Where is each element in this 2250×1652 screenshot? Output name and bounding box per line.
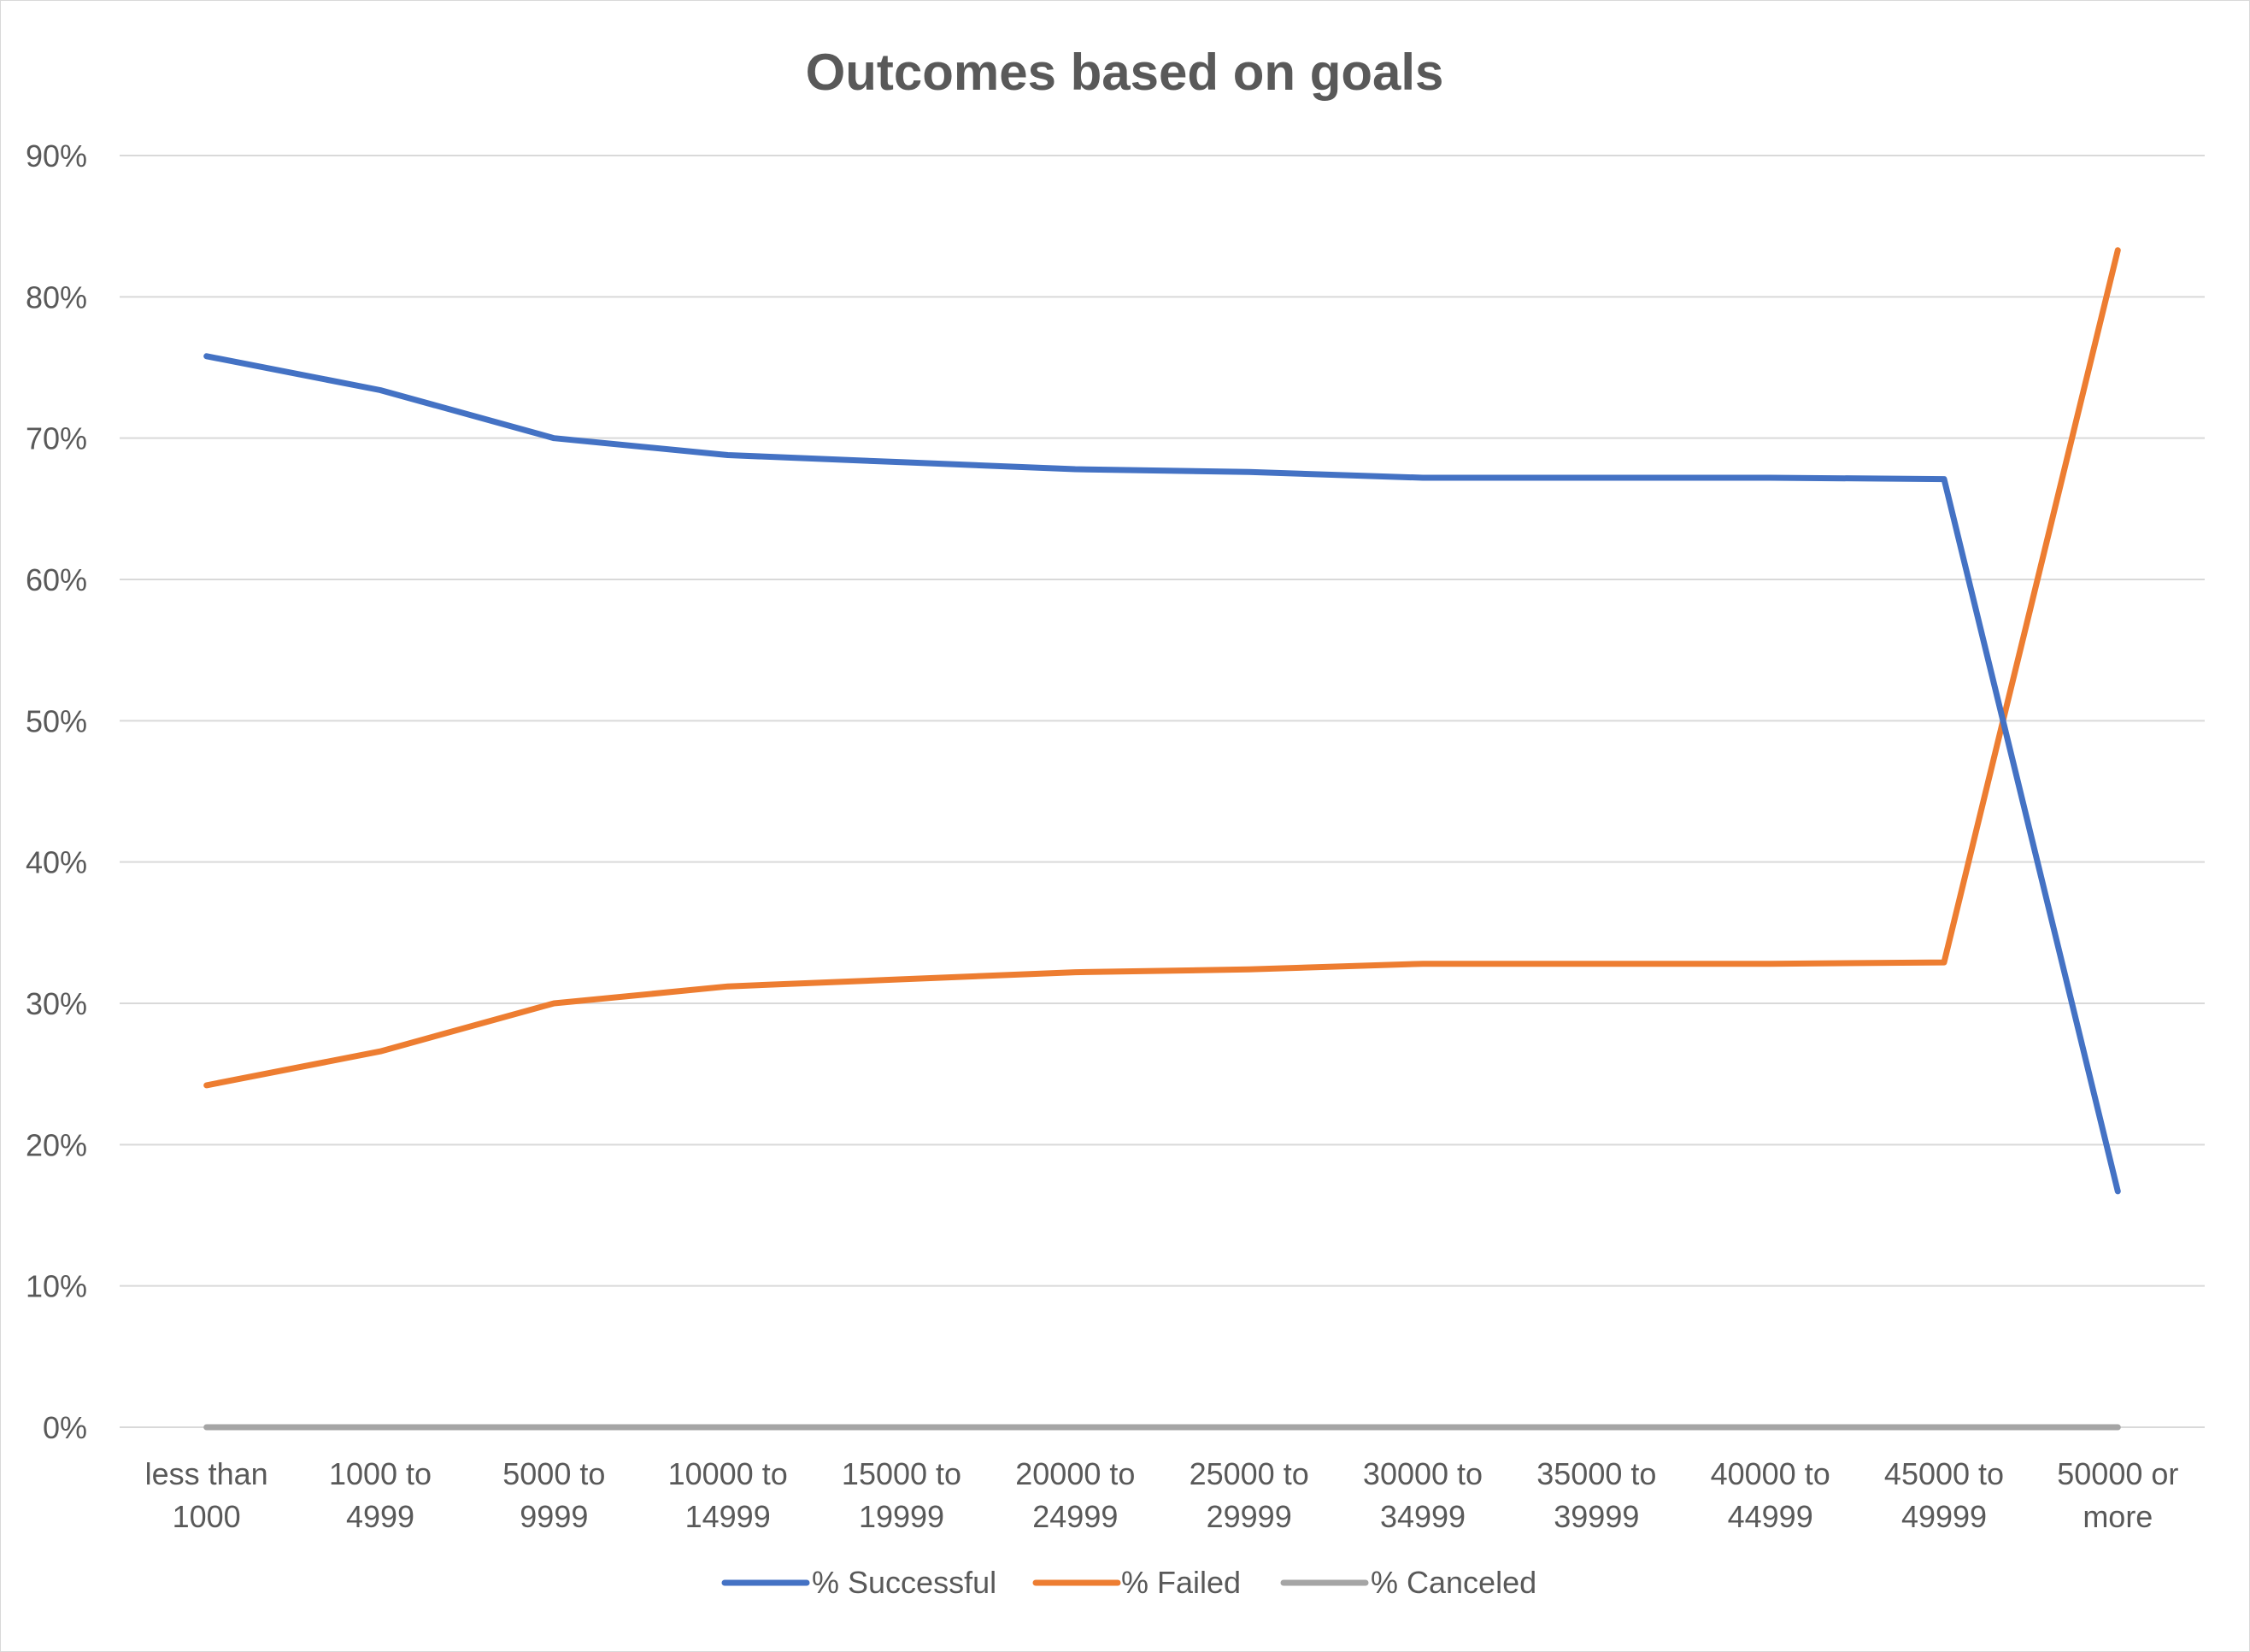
- x-tick-label: 35000 to 39999: [1536, 1456, 1656, 1534]
- y-tick-label: 10%: [26, 1269, 87, 1304]
- x-tick-label: 40000 to 44999: [1711, 1456, 1830, 1534]
- gridlines: [120, 155, 2205, 1428]
- chart-title: Outcomes based on goals: [806, 44, 1444, 101]
- x-tick-label: 10000 to 14999: [668, 1456, 788, 1534]
- x-tick-label: 25000 to 29999: [1190, 1456, 1309, 1534]
- x-tick-label: 50000 or more: [2057, 1456, 2178, 1534]
- x-tick-label: 5000 to 9999: [502, 1456, 605, 1534]
- series-line-successful: [203, 353, 2121, 1195]
- series-line-failed: [203, 247, 2121, 1089]
- series-lines: [203, 247, 2121, 1431]
- legend-label: % Successful: [812, 1565, 996, 1600]
- x-axis-ticks: less than 1000 1000 to 4999 5000 to 9999 10000…: [145, 1456, 2179, 1534]
- y-tick-label: 20%: [26, 1127, 87, 1162]
- legend: % Successful % Failed % Canceled: [721, 1565, 1536, 1600]
- y-tick-label: 60%: [26, 562, 87, 597]
- x-tick-label: 45000 to 49999: [1884, 1456, 2004, 1534]
- y-tick-label: 90%: [26, 138, 87, 173]
- legend-label: % Failed: [1121, 1565, 1241, 1600]
- x-tick-label: 1000 to 4999: [329, 1456, 432, 1534]
- y-tick-label: 0%: [43, 1410, 87, 1445]
- y-tick-label: 80%: [26, 279, 87, 315]
- x-tick-label: 30000 to 34999: [1363, 1456, 1483, 1534]
- x-tick-label: 15000 to 19999: [842, 1456, 961, 1534]
- x-tick-label: 20000 to 24999: [1015, 1456, 1135, 1534]
- y-axis-ticks: 0% 10% 20% 30% 40% 50% 60% 70% 80% 90%: [26, 138, 87, 1445]
- y-tick-label: 40%: [26, 845, 87, 880]
- y-tick-label: 50%: [26, 703, 87, 738]
- x-tick-label: less than 1000: [145, 1456, 268, 1534]
- legend-label: % Canceled: [1371, 1565, 1536, 1600]
- y-tick-label: 30%: [26, 986, 87, 1021]
- y-tick-label: 70%: [26, 421, 87, 456]
